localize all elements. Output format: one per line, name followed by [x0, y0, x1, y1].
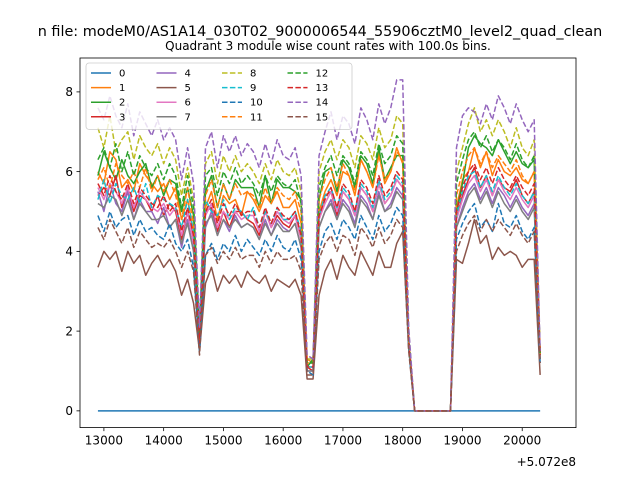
series-line-11	[97, 146, 541, 412]
legend-label-3: 3	[119, 112, 125, 123]
chart-title: Quadrant 3 module wise count rates with …	[165, 39, 491, 53]
x-tick-label: 13000	[85, 434, 123, 448]
figure-suptitle: n file: modeM0/AS1A14_030T02_9000006544_…	[38, 24, 603, 40]
series-line-5	[97, 218, 541, 412]
legend-label-12: 12	[316, 69, 329, 80]
y-tick-label: 0	[65, 404, 73, 418]
legend-label-15: 15	[316, 112, 329, 123]
y-tick-label: 8	[65, 85, 73, 99]
legend-label-2: 2	[119, 98, 125, 109]
legend-label-6: 6	[185, 98, 191, 109]
x-axis: 13000 14000 15000 16000 17000 18000 19000 20000	[85, 427, 541, 448]
x-tick-label: 16000	[264, 434, 302, 448]
series-line-9	[97, 170, 541, 412]
x-tick-label: 20000	[503, 434, 541, 448]
y-tick-label: 2	[65, 324, 73, 338]
y-axis: 0 2 4 6 8	[65, 85, 80, 418]
series-line-14	[97, 79, 541, 412]
legend-label-8: 8	[250, 69, 256, 80]
legend-label-9: 9	[250, 83, 256, 94]
x-tick-label: 17000	[324, 434, 362, 448]
x-tick-label: 18000	[384, 434, 422, 448]
x-tick-label: 19000	[443, 434, 481, 448]
x-tick-label: 15000	[204, 434, 242, 448]
legend-label-13: 13	[316, 83, 329, 94]
legend-box	[85, 62, 353, 130]
legend-label-11: 11	[250, 112, 263, 123]
series-line-13	[97, 162, 541, 412]
legend-label-7: 7	[185, 112, 191, 123]
legend-label-0: 0	[119, 69, 125, 80]
plot-area	[97, 79, 541, 412]
y-tick-label: 6	[65, 165, 73, 179]
legend-label-14: 14	[316, 98, 329, 109]
legend-label-1: 1	[119, 83, 125, 94]
x-offset-label: +5.072e8	[517, 455, 576, 469]
series-line-12	[97, 131, 541, 412]
legend-label-5: 5	[185, 83, 191, 94]
series-line-10	[97, 202, 541, 412]
x-tick-label: 14000	[145, 434, 183, 448]
legend-label-10: 10	[250, 98, 263, 109]
axes-frame	[79, 57, 577, 429]
y-tick-label: 4	[65, 245, 73, 259]
legend-label-4: 4	[185, 69, 191, 80]
series-line-15	[97, 214, 541, 412]
